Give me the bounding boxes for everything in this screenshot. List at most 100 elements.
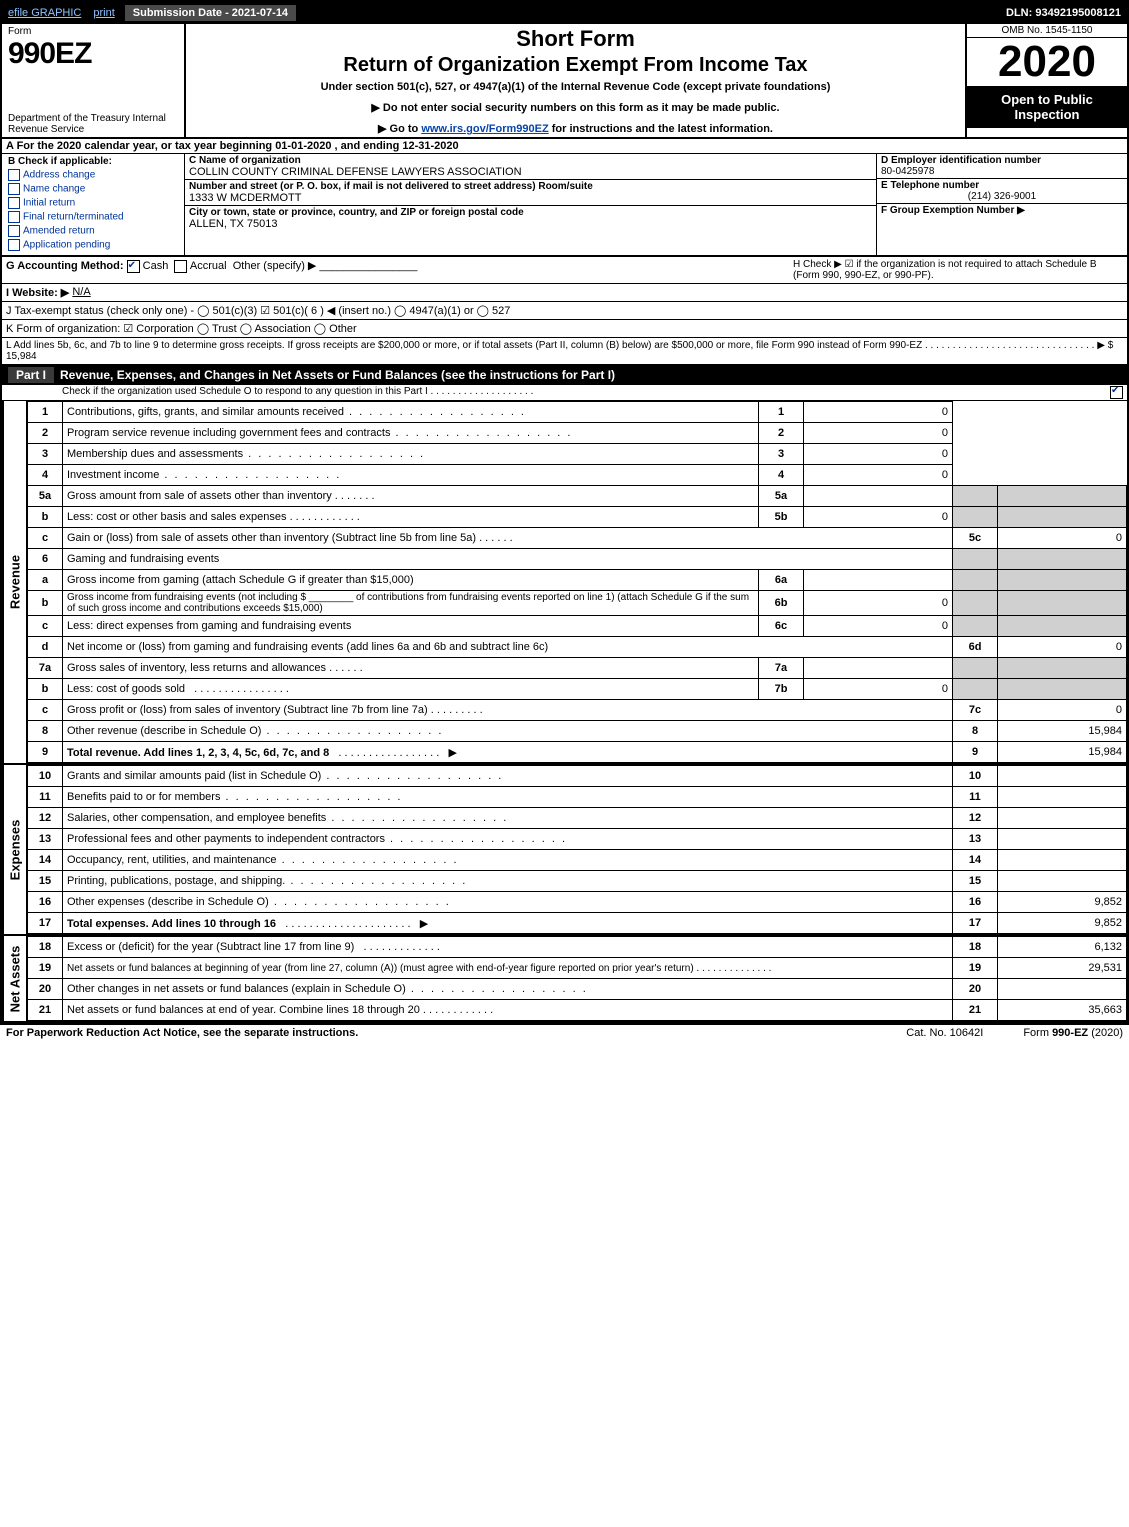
entity-info-block: B Check if applicable: Address change Na…: [2, 154, 1127, 257]
line-15: 15Printing, publications, postage, and s…: [28, 871, 1127, 892]
line-4: 4Investment income40: [28, 465, 1127, 486]
website-value: N/A: [72, 286, 90, 299]
line-6a: aGross income from gaming (attach Schedu…: [28, 570, 1127, 591]
under-section: Under section 501(c), 527, or 4947(a)(1)…: [192, 81, 959, 93]
print-link[interactable]: print: [87, 7, 120, 19]
line-1: 1Contributions, gifts, grants, and simil…: [28, 402, 1127, 423]
chk-name-change[interactable]: Name change: [8, 183, 178, 195]
g-label: G Accounting Method:: [6, 260, 124, 272]
line-5c: cGain or (loss) from sale of assets othe…: [28, 528, 1127, 549]
expenses-side-label: Expenses: [8, 819, 23, 880]
line-5a: 5aGross amount from sale of assets other…: [28, 486, 1127, 507]
line-5b: bLess: cost or other basis and sales exp…: [28, 507, 1127, 528]
label-group-exemption: F Group Exemption Number ▶: [881, 205, 1123, 216]
row-g-h: G Accounting Method: Cash Accrual Other …: [2, 257, 1127, 284]
line-17: 17Total expenses. Add lines 10 through 1…: [28, 913, 1127, 934]
chk-final-return[interactable]: Final return/terminated: [8, 211, 178, 223]
expenses-section: Expenses 10Grants and similar amounts pa…: [2, 765, 1127, 936]
line-13: 13Professional fees and other payments t…: [28, 829, 1127, 850]
label-phone: E Telephone number: [881, 180, 1123, 191]
tax-year: 2020: [967, 38, 1127, 86]
net-assets-table: 18Excess or (deficit) for the year (Subt…: [27, 936, 1127, 1021]
form-header: Form 990EZ Department of the Treasury In…: [2, 24, 1127, 139]
line-7c: cGross profit or (loss) from sales of in…: [28, 700, 1127, 721]
phone-value: (214) 326-9001: [881, 191, 1123, 202]
line-6: 6Gaming and fundraising events: [28, 549, 1127, 570]
g-other: Other (specify) ▶: [233, 260, 317, 272]
part1-schedule-o-check[interactable]: [1110, 386, 1123, 399]
omb-number: OMB No. 1545-1150: [967, 24, 1127, 38]
org-name: COLLIN COUNTY CRIMINAL DEFENSE LAWYERS A…: [189, 166, 872, 178]
row-k: K Form of organization: ☑ Corporation ◯ …: [2, 320, 1127, 338]
line-7a: 7aGross sales of inventory, less returns…: [28, 658, 1127, 679]
part1-label: Part I: [8, 367, 54, 383]
line-14: 14Occupancy, rent, utilities, and mainte…: [28, 850, 1127, 871]
submission-date-badge: Submission Date - 2021-07-14: [125, 5, 296, 21]
line-6c: cLess: direct expenses from gaming and f…: [28, 616, 1127, 637]
ein-value: 80-0425978: [881, 166, 1123, 177]
page-footer: For Paperwork Reduction Act Notice, see …: [0, 1025, 1129, 1041]
chk-address-change[interactable]: Address change: [8, 169, 178, 181]
line-18: 18Excess or (deficit) for the year (Subt…: [28, 937, 1127, 958]
label-org-name: C Name of organization: [189, 155, 872, 166]
department-label: Department of the Treasury Internal Reve…: [8, 113, 178, 135]
line-20: 20Other changes in net assets or fund ba…: [28, 979, 1127, 1000]
chk-accrual[interactable]: [174, 260, 187, 273]
city-state-zip: ALLEN, TX 75013: [189, 218, 872, 230]
part1-header: Part I Revenue, Expenses, and Changes in…: [2, 365, 1127, 385]
short-form-title: Short Form: [192, 26, 959, 52]
net-assets-section: Net Assets 18Excess or (deficit) for the…: [2, 936, 1127, 1023]
box-def: D Employer identification number 80-0425…: [876, 154, 1127, 255]
return-title: Return of Organization Exempt From Incom…: [192, 54, 959, 77]
line-6d: dNet income or (loss) from gaming and fu…: [28, 637, 1127, 658]
form-number: 990EZ: [8, 37, 178, 71]
box-c: C Name of organization COLLIN COUNTY CRI…: [185, 154, 876, 255]
line-16: 16Other expenses (describe in Schedule O…: [28, 892, 1127, 913]
header-right: OMB No. 1545-1150 2020 Open to Public In…: [965, 24, 1127, 137]
netassets-side-label: Net Assets: [8, 945, 23, 1012]
line-9: 9Total revenue. Add lines 1, 2, 3, 4, 5c…: [28, 742, 1127, 763]
g-cash: Cash: [143, 260, 169, 272]
open-public-inspection: Open to Public Inspection: [967, 86, 1127, 128]
line-6b: bGross income from fundraising events (n…: [28, 591, 1127, 616]
form-word: Form: [8, 26, 178, 37]
i-label: I Website: ▶: [6, 286, 69, 299]
street-address: 1333 W MCDERMOTT: [189, 192, 872, 204]
footer-form-ref: Form 990-EZ (2020): [1023, 1027, 1123, 1039]
line-12: 12Salaries, other compensation, and empl…: [28, 808, 1127, 829]
line-8: 8Other revenue (describe in Schedule O)8…: [28, 721, 1127, 742]
efile-link[interactable]: efile GRAPHIC: [2, 7, 87, 19]
header-mid: Short Form Return of Organization Exempt…: [186, 24, 965, 137]
line-2: 2Program service revenue including gover…: [28, 423, 1127, 444]
irs-link[interactable]: www.irs.gov/Form990EZ: [421, 123, 548, 135]
footer-paperwork: For Paperwork Reduction Act Notice, see …: [6, 1027, 866, 1039]
note-ssn: ▶ Do not enter social security numbers o…: [192, 101, 959, 114]
row-a-tax-year: A For the 2020 calendar year, or tax yea…: [2, 139, 1127, 154]
chk-amended-return[interactable]: Amended return: [8, 225, 178, 237]
label-city: City or town, state or province, country…: [189, 207, 872, 218]
line-11: 11Benefits paid to or for members11: [28, 787, 1127, 808]
dln-label: DLN: 93492195008121: [1006, 7, 1127, 19]
line-3: 3Membership dues and assessments30: [28, 444, 1127, 465]
box-b: B Check if applicable: Address change Na…: [2, 154, 185, 255]
revenue-section: Revenue 1Contributions, gifts, grants, a…: [2, 401, 1127, 765]
line-21: 21Net assets or fund balances at end of …: [28, 1000, 1127, 1021]
revenue-side-label: Revenue: [8, 555, 23, 609]
chk-initial-return[interactable]: Initial return: [8, 197, 178, 209]
part1-subtitle: Check if the organization used Schedule …: [62, 386, 1110, 399]
note-goto-post: for instructions and the latest informat…: [549, 123, 773, 135]
line-19: 19Net assets or fund balances at beginni…: [28, 958, 1127, 979]
box-b-title: B Check if applicable:: [8, 156, 178, 167]
label-ein: D Employer identification number: [881, 155, 1123, 166]
h-schedule-b: H Check ▶ ☑ if the organization is not r…: [793, 259, 1123, 281]
expenses-table: 10Grants and similar amounts paid (list …: [27, 765, 1127, 934]
label-street: Number and street (or P. O. box, if mail…: [189, 181, 872, 192]
row-l: L Add lines 5b, 6c, and 7b to line 9 to …: [2, 338, 1127, 365]
revenue-table: 1Contributions, gifts, grants, and simil…: [27, 401, 1127, 763]
chk-application-pending[interactable]: Application pending: [8, 239, 178, 251]
part1-title: Revenue, Expenses, and Changes in Net As…: [60, 368, 615, 382]
g-accrual: Accrual: [190, 260, 227, 272]
line-7b: bLess: cost of goods sold . . . . . . . …: [28, 679, 1127, 700]
line-10: 10Grants and similar amounts paid (list …: [28, 766, 1127, 787]
chk-cash[interactable]: [127, 260, 140, 273]
